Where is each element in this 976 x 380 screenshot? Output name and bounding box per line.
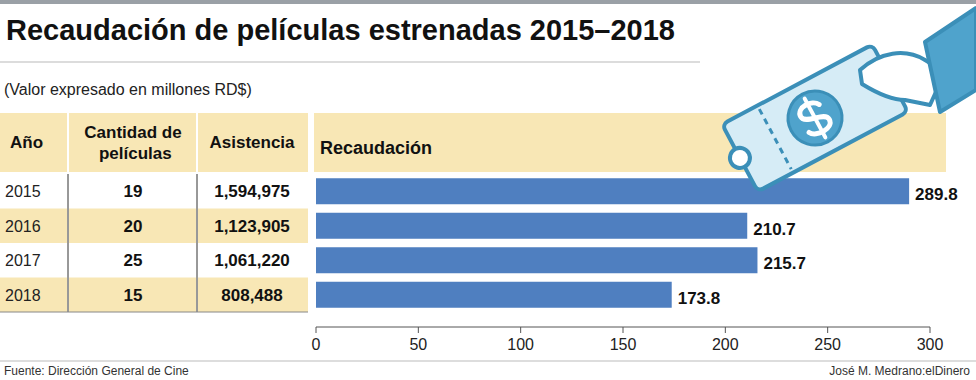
bar: [316, 213, 747, 239]
table-header-line: películas: [94, 144, 171, 163]
x-tick-label: 50: [409, 336, 427, 353]
column-divider: [196, 113, 198, 312]
x-tick: [418, 327, 419, 333]
x-tick-label: 200: [712, 336, 739, 353]
data-label: 173.8: [678, 289, 721, 308]
count-cell: 20: [124, 217, 143, 236]
attendance-cell: 1,061,220: [214, 251, 290, 270]
x-tick: [316, 327, 317, 333]
table-header-band: [0, 113, 308, 172]
table-row-stripe: [0, 209, 308, 244]
table-row-stripe: [0, 278, 308, 313]
ticket-perforation: [759, 109, 791, 169]
year-cell: 2016: [5, 218, 41, 235]
x-tick-label: 100: [507, 336, 534, 353]
ticket-coin: [778, 81, 851, 154]
x-tick: [725, 327, 726, 333]
bar: [316, 178, 909, 204]
credit: José M. Medrano:elDinero: [829, 364, 970, 378]
ticket-notch: [726, 144, 753, 171]
x-tick-label: 150: [610, 336, 637, 353]
x-tick: [623, 327, 624, 333]
year-cell: 2017: [5, 252, 41, 269]
x-tick: [827, 327, 828, 333]
title: Recaudación de películas estrenadas 2015…: [6, 14, 675, 46]
table-header: Cantidad de películas: [84, 123, 181, 163]
table-header-line: Cantidad de: [84, 123, 181, 142]
attendance-cell: 808,488: [221, 286, 282, 305]
footer-rule: [0, 361, 976, 362]
title-rule: [0, 62, 700, 63]
column-divider: [197, 174, 198, 312]
year-cell: 2018: [5, 287, 41, 304]
x-tick: [520, 327, 521, 333]
chart-title: Recaudación: [320, 138, 432, 158]
x-tick-label: 300: [917, 336, 944, 353]
bar: [316, 282, 672, 308]
year-cell: 2015: [5, 183, 41, 200]
count-cell: 15: [124, 286, 143, 305]
count-cell: 19: [124, 182, 143, 201]
column-divider: [68, 174, 69, 312]
infographic: Recaudación de películas estrenadas 2015…: [0, 0, 976, 380]
sleeve: [925, 8, 976, 112]
attendance-cell: 1,123,905: [214, 217, 290, 236]
x-tick-label: 0: [312, 336, 321, 353]
bars: [316, 178, 909, 308]
x-tick-label: 250: [814, 336, 841, 353]
data-label: 210.7: [753, 220, 796, 239]
data-label: 215.7: [763, 254, 806, 273]
source: Fuente: Dirección General de Cine: [4, 364, 189, 378]
table-header: Año: [10, 133, 43, 152]
data-label: 289.8: [915, 185, 958, 204]
count-cell: 25: [124, 251, 143, 270]
table-bottom-rule: [0, 312, 308, 313]
subtitle: (Valor expresado en millones RD$): [4, 81, 252, 98]
column-divider: [67, 113, 69, 312]
bar: [316, 247, 757, 273]
table-header: Asistencia: [209, 133, 295, 152]
x-tick: [930, 327, 931, 333]
top-rule: [0, 0, 976, 4]
dollar-sign: [797, 98, 833, 137]
attendance-cell: 1,594,975: [214, 182, 290, 201]
ticket-icon: [713, 8, 976, 196]
dollar-sign: [805, 99, 826, 138]
